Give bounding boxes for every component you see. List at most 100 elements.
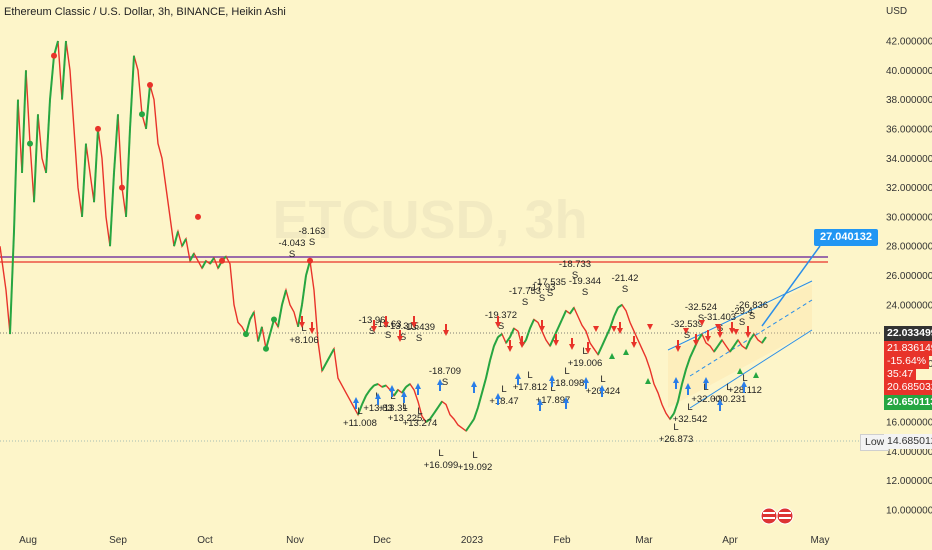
sell-arrow-icon <box>299 316 305 328</box>
signal-dot <box>219 257 225 264</box>
annotation-value: -19.372 <box>485 310 517 321</box>
annotation-side: S <box>369 326 375 337</box>
sell-arrow-icon <box>569 338 575 350</box>
annotation-value: -31.403 <box>704 312 736 323</box>
bull-segment <box>549 336 555 347</box>
annotation-value: -13.315 <box>387 321 419 332</box>
bull-segment <box>497 333 503 338</box>
bull-segment <box>733 339 739 347</box>
sell-arrow-icon <box>631 336 637 348</box>
annotation-value: +30.231 <box>712 394 747 405</box>
time-tick-label: Aug <box>19 535 37 546</box>
time-tick-label: May <box>811 535 830 546</box>
long-marker-icon <box>753 372 759 378</box>
target-price-tag[interactable]: 27.040132 <box>814 229 878 246</box>
price-tick-label: 26.000000 <box>886 271 932 282</box>
earnings-flags-icon[interactable] <box>760 507 794 525</box>
bull-segment <box>9 231 15 335</box>
bull-segment <box>673 401 679 414</box>
sell-arrow-icon <box>675 340 681 352</box>
bull-segment <box>561 310 567 320</box>
signal-dot <box>119 184 125 191</box>
price-tick-label: 32.000000 <box>886 183 932 194</box>
annotation-side: S <box>400 332 406 343</box>
time-tick-label: Apr <box>722 535 738 546</box>
time-tick-label: Nov <box>286 535 304 546</box>
annotation-value: -4.043 <box>279 238 306 249</box>
annotation-side: L <box>673 422 678 433</box>
level-a-tag: 20.685032 <box>884 380 932 395</box>
annotation-side: L <box>402 401 407 412</box>
annotation-value: +17.897 <box>536 395 571 406</box>
bull-segment <box>81 143 87 217</box>
sell-arrow-icon <box>371 320 377 332</box>
annotation-value: +17.812 <box>513 382 548 393</box>
bull-segment <box>597 345 603 356</box>
buy-arrow-icon <box>599 385 605 397</box>
annotation-side: L <box>742 373 747 384</box>
annotation-side: L <box>550 383 555 394</box>
annotation-side: S <box>739 317 745 328</box>
annotation-value: -8.163 <box>299 226 326 237</box>
annotation-value: +16.099 <box>424 460 459 471</box>
bull-segment <box>469 418 475 426</box>
annotation-side: S <box>498 321 504 332</box>
buy-arrow-icon <box>685 383 691 395</box>
bull-segment <box>613 307 619 317</box>
annotation-side: S <box>749 311 755 322</box>
bull-segment <box>281 289 287 306</box>
annotation-side: S <box>416 333 422 344</box>
sell-arrow-icon <box>717 326 723 338</box>
bull-segment <box>473 407 479 420</box>
sell-arrow-icon <box>411 316 417 328</box>
annotation-side: S <box>684 330 690 341</box>
annotation-value: -13.63 <box>375 319 402 330</box>
bull-segment <box>505 336 511 344</box>
bull-segment <box>297 304 303 327</box>
signal-dot <box>307 257 313 264</box>
annotation-value: +11.008 <box>343 418 377 429</box>
bull-segment <box>33 114 39 203</box>
price-axis-unit: USD <box>886 6 907 17</box>
buy-arrow-icon <box>389 385 395 397</box>
annotation-side: L <box>582 346 587 357</box>
sell-arrow-icon <box>519 336 525 348</box>
bull-segment <box>277 304 283 327</box>
annotation-side: S <box>539 293 545 304</box>
bull-segment <box>365 389 371 397</box>
bull-segment <box>689 348 695 359</box>
strategy-annotations: -4.043S-8.163S+8.106L-13.96S-13.63S-13.3… <box>279 226 769 473</box>
sell-arrow-icon <box>507 340 513 352</box>
buy-arrow-icon <box>741 381 747 393</box>
signal-dot <box>139 111 145 118</box>
time-tick-label: 2023 <box>461 535 484 546</box>
bull-segment <box>745 339 751 350</box>
bull-segment <box>109 172 115 247</box>
bull-segment <box>485 360 491 379</box>
bull-segment <box>529 319 535 329</box>
sell-arrow-icon <box>495 316 501 328</box>
sell-arrow-icon <box>745 326 751 338</box>
signal-dot <box>243 331 249 338</box>
annotation-value: -17.93 <box>529 282 556 293</box>
annotation-value: -13.96 <box>359 315 386 326</box>
bull-segment <box>301 275 307 305</box>
bull-segment <box>681 369 687 385</box>
annotation-value: +26.873 <box>659 434 694 445</box>
annotation-side: S <box>385 330 391 341</box>
annotation-side: L <box>472 450 477 461</box>
time-axis[interactable]: Aug Sep Oct Nov Dec 2023 Feb Mar Apr May <box>19 535 829 546</box>
annotation-side: L <box>564 366 569 377</box>
bull-segment <box>669 412 675 420</box>
signal-dot <box>195 213 201 220</box>
annotation-value: -26.836 <box>736 300 768 311</box>
long-marker-icon <box>737 368 743 374</box>
sell-arrow-icon <box>553 334 559 346</box>
bull-segment <box>373 383 379 387</box>
bull-segment <box>113 114 119 173</box>
signal-dot <box>51 52 57 59</box>
short-marker-icon <box>593 326 599 332</box>
bull-segment <box>493 336 499 347</box>
buy-arrow-icon <box>583 377 589 389</box>
